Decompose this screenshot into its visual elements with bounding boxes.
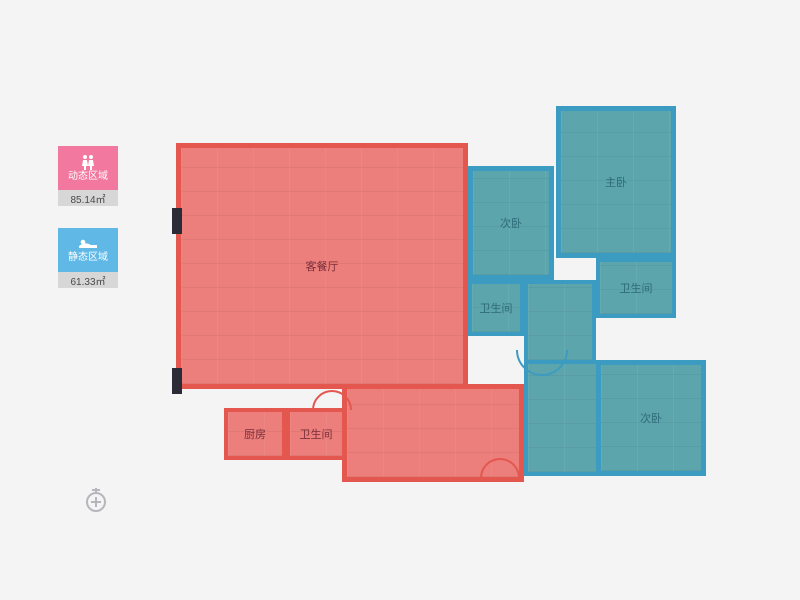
legend-dynamic: 动态区域 85.14㎡ (58, 146, 118, 206)
room-bed2a: 次卧 (468, 166, 554, 280)
legend-dynamic-title: 动态区域 (68, 172, 108, 182)
room-kitchen: 厨房 (224, 408, 286, 460)
room-bed2b-ext (524, 360, 600, 476)
room-label: 卫生间 (480, 300, 513, 316)
people-icon (78, 154, 98, 170)
legend-static: 静态区域 61.33㎡ (58, 228, 118, 288)
legend-dynamic-value: 85.14㎡ (58, 190, 118, 206)
room-label: 厨房 (244, 426, 266, 442)
legend-static-title: 静态区域 (68, 253, 108, 263)
legend-static-value: 61.33㎡ (58, 272, 118, 288)
room-bed2b: 次卧 (596, 360, 706, 476)
room-label: 客餐厅 (306, 258, 339, 274)
room-bath-s1: 卫生间 (468, 280, 524, 336)
room-master: 主卧 (556, 106, 676, 258)
legend-dynamic-head: 动态区域 (58, 146, 118, 190)
sleep-icon (77, 237, 99, 251)
floorplan-canvas: 动态区域 85.14㎡ 静态区域 61.33㎡ 客餐厅厨房卫生间次卧卫生间主卧卫… (0, 0, 800, 600)
room-living: 客餐厅 (176, 143, 468, 389)
compass-icon (82, 486, 110, 514)
room-label: 次卧 (500, 215, 522, 231)
legend-static-head: 静态区域 (58, 228, 118, 272)
room-bath-d: 卫生间 (286, 408, 346, 460)
room-bath-s2: 卫生间 (596, 258, 676, 318)
room-label: 次卧 (640, 410, 662, 426)
room-label: 卫生间 (300, 426, 333, 442)
pillar (172, 208, 182, 234)
room-label: 主卧 (605, 174, 627, 190)
pillar (172, 368, 182, 394)
room-label: 卫生间 (620, 280, 653, 296)
